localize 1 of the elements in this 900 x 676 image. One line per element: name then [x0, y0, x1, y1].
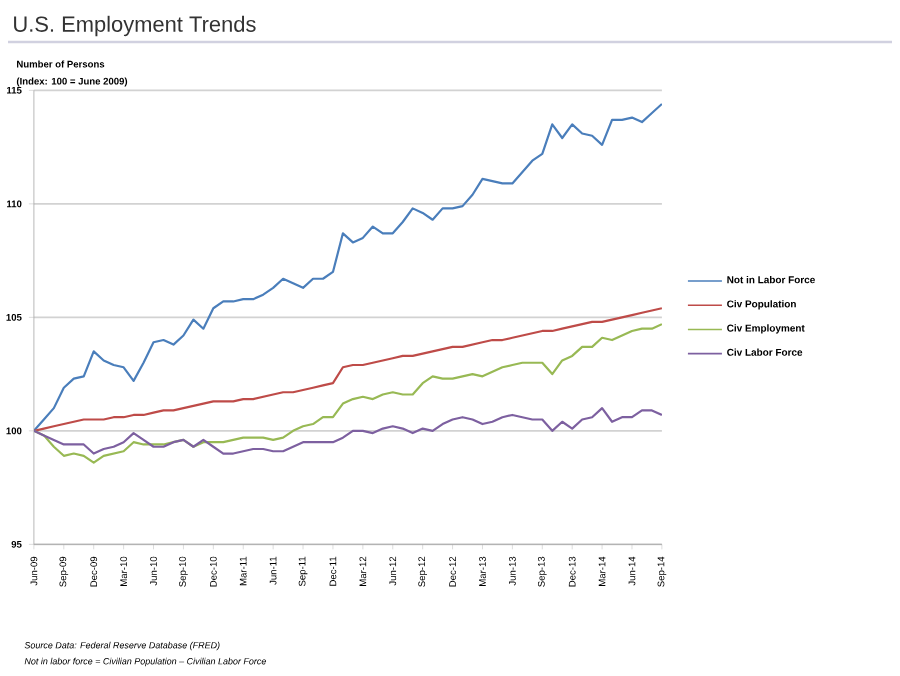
chart-title: U.S. Employment Trends — [14, 15, 256, 37]
